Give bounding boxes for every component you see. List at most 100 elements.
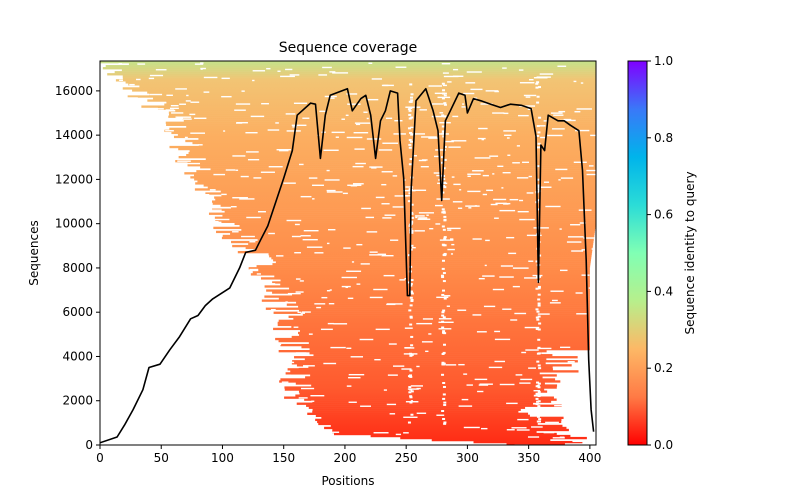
heatmap-gap (428, 333, 432, 335)
heatmap-gap (175, 116, 192, 118)
heatmap-gap-column (410, 298, 414, 301)
heatmap-gap (102, 324, 105, 326)
heatmap-row (147, 99, 596, 102)
heatmap-row (279, 380, 561, 383)
heatmap-row (122, 87, 596, 90)
heatmap-gap (421, 341, 433, 343)
heatmap-gap (558, 179, 561, 181)
heatmap-gap (198, 298, 211, 300)
heatmap-gap (212, 410, 224, 413)
heatmap-gap (566, 241, 582, 243)
chart-title: Sequence coverage (279, 40, 418, 56)
heatmap-gap (111, 95, 125, 97)
heatmap-gap (169, 107, 179, 110)
heatmap-gap (405, 106, 421, 108)
heatmap-row (122, 75, 596, 78)
heatmap-gap (528, 367, 537, 369)
heatmap-gap-column (409, 388, 413, 391)
heatmap-gap (235, 103, 251, 105)
heatmap-gap (335, 136, 339, 138)
heatmap-gap-column (536, 185, 540, 188)
heatmap-row (230, 232, 595, 236)
heatmap-gap (537, 313, 550, 315)
heatmap-gap (499, 209, 516, 212)
heatmap-row (400, 436, 587, 440)
heatmap-gap-column (443, 244, 447, 247)
heatmap-row (132, 89, 596, 92)
heatmap-gap (122, 322, 136, 324)
heatmap-gap (295, 278, 301, 280)
heatmap-gap (481, 427, 488, 430)
heatmap-gap-column (410, 99, 414, 102)
heatmap-gap-column (443, 145, 447, 148)
heatmap-gap-column (538, 418, 542, 421)
heatmap-gap (476, 331, 487, 333)
heatmap-gap (560, 346, 571, 349)
heatmap-gap (139, 333, 146, 335)
heatmap-gap (214, 333, 219, 336)
heatmap-row (299, 333, 590, 337)
heatmap-row (220, 204, 596, 207)
heatmap-gap-column (409, 284, 413, 287)
heatmap-row (321, 416, 564, 420)
heatmap-gap (494, 217, 499, 219)
heatmap-gap (382, 142, 399, 144)
heatmap-gap-column (443, 181, 447, 184)
heatmap-gap (150, 178, 159, 180)
heatmap-gap-column (536, 310, 540, 313)
heatmap-gap (105, 216, 110, 219)
heatmap-gap-column (407, 421, 411, 424)
heatmap-gap (462, 103, 465, 105)
heatmap-gap (517, 418, 529, 421)
heatmap-gap-column (536, 95, 540, 98)
heatmap-gap (459, 189, 462, 191)
heatmap-gap (518, 69, 524, 71)
heatmap-gap-column (443, 421, 447, 424)
heatmap-gap (333, 323, 348, 325)
heatmap-gap (425, 350, 429, 353)
heatmap-gap (126, 97, 138, 99)
heatmap-row (250, 273, 590, 276)
heatmap-row (305, 376, 543, 379)
heatmap-gap (137, 63, 146, 65)
heatmap-row (265, 307, 590, 310)
heatmap-row (187, 162, 596, 165)
heatmap-gap (347, 103, 361, 105)
heatmap-gap (592, 440, 596, 442)
heatmap-row (197, 180, 596, 183)
heatmap-gap-column (537, 287, 541, 290)
heatmap-gap-column (442, 167, 446, 170)
heatmap-gap (492, 112, 505, 114)
heatmap-gap (109, 386, 121, 388)
heatmap-gap (403, 432, 409, 434)
heatmap-gap (157, 108, 164, 110)
heatmap-gap (377, 439, 380, 441)
heatmap-gap (570, 224, 581, 226)
heatmap-gap (366, 117, 369, 120)
heatmap-gap (243, 249, 255, 251)
x-axis: 0 50 100 150 200 250 300 350 400 (96, 445, 601, 465)
heatmap-gap (332, 72, 349, 74)
heatmap-gap (403, 195, 411, 197)
heatmap-gap (341, 285, 351, 288)
heatmap-gap (390, 239, 399, 241)
colorbar: 0.0 0.2 0.4 0.6 0.8 1.0 Sequence identity to … (627, 54, 697, 452)
heatmap-gap-column (443, 158, 447, 161)
heatmap-gap (521, 351, 527, 354)
heatmap-gap (393, 365, 405, 367)
heatmap-gap (566, 407, 577, 410)
heatmap-gap-column (537, 338, 541, 341)
heatmap-gap (451, 140, 467, 142)
heatmap-gap (240, 175, 249, 178)
heatmap-row (231, 240, 594, 244)
heatmap-row (312, 408, 521, 411)
heatmap-gap-column (535, 408, 539, 411)
heatmap-gap (328, 97, 335, 99)
heatmap-gap (324, 95, 337, 98)
heatmap-gap (448, 146, 461, 148)
heatmap-row (280, 283, 590, 286)
heatmap-gap (438, 321, 454, 323)
y-axis: 0 2000 4000 6000 8000 10000 12000 14000 16000 (55, 84, 100, 452)
heatmap-gap (480, 103, 493, 105)
heatmap-gap (276, 149, 291, 151)
